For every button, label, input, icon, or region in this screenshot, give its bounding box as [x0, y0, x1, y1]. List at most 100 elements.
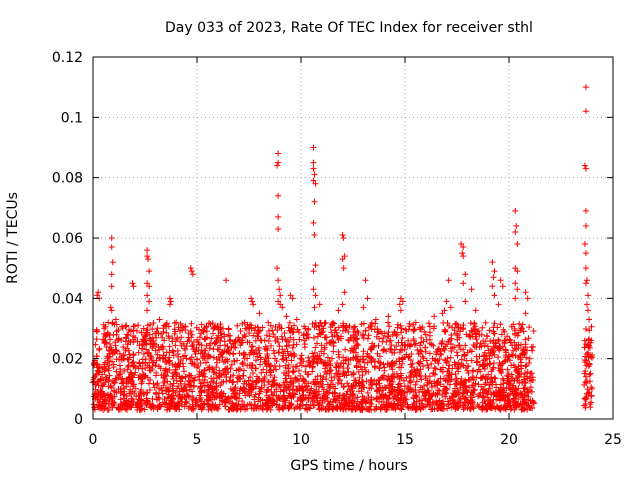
data-point — [411, 341, 418, 348]
data-point — [462, 271, 469, 278]
data-point — [504, 333, 511, 340]
data-point — [252, 357, 259, 364]
data-point — [515, 354, 522, 361]
data-point — [505, 373, 512, 380]
data-point — [240, 367, 247, 374]
data-point — [499, 283, 506, 290]
data-point — [342, 401, 348, 408]
data-point — [286, 327, 293, 334]
data-point — [364, 295, 371, 302]
data-point — [581, 162, 588, 169]
data-point — [164, 378, 171, 385]
data-point — [371, 363, 378, 370]
data-point — [344, 380, 351, 387]
data-point — [244, 355, 251, 362]
data-point — [120, 392, 127, 399]
data-point — [108, 235, 115, 241]
data-point — [189, 342, 196, 349]
data-point — [467, 320, 474, 327]
data-point — [315, 383, 322, 390]
data-point — [279, 336, 286, 343]
data-point — [459, 390, 466, 397]
data-point — [152, 362, 159, 369]
data-point — [193, 356, 200, 363]
data-point — [455, 368, 462, 375]
data-point — [487, 350, 494, 357]
data-point — [142, 356, 149, 363]
data-point — [495, 354, 502, 361]
data-point — [586, 336, 593, 343]
data-point — [391, 346, 398, 353]
data-point — [585, 354, 592, 361]
data-point — [376, 335, 383, 342]
data-point — [320, 374, 327, 381]
data-point — [166, 343, 173, 350]
data-point — [263, 389, 270, 396]
data-point — [293, 316, 300, 323]
data-point — [456, 342, 463, 349]
data-point — [499, 366, 506, 373]
x-tick-label: 10 — [292, 432, 310, 448]
data-point — [106, 372, 113, 379]
data-point — [120, 351, 127, 358]
data-point — [366, 406, 373, 413]
data-point — [235, 366, 242, 373]
data-point — [254, 333, 261, 340]
data-point — [109, 403, 116, 410]
data-point — [314, 397, 321, 404]
data-point — [231, 344, 238, 351]
data-point — [365, 324, 372, 331]
data-point — [441, 307, 448, 314]
data-point — [582, 341, 589, 348]
data-point — [476, 362, 483, 369]
data-point — [479, 374, 486, 381]
data-point — [290, 380, 297, 387]
data-point — [156, 395, 163, 402]
data-point — [510, 395, 517, 402]
data-point — [353, 379, 360, 386]
data-point — [102, 397, 109, 404]
data-point — [265, 378, 272, 385]
data-point — [515, 329, 522, 336]
y-axis-label: ROTI / TECUs — [5, 192, 21, 284]
data-point — [188, 320, 195, 327]
data-point — [251, 393, 258, 400]
data-point — [295, 367, 302, 374]
data-point — [350, 381, 357, 388]
data-point — [410, 327, 417, 334]
y-tick-label: 0.04 — [52, 291, 83, 307]
data-point — [146, 283, 153, 290]
data-point — [144, 374, 151, 381]
data-point — [584, 301, 590, 308]
data-point — [130, 333, 137, 340]
data-point — [345, 368, 352, 375]
data-point — [268, 388, 275, 395]
data-point — [143, 402, 150, 409]
data-point — [375, 377, 382, 384]
data-point — [495, 338, 502, 345]
data-point — [166, 301, 173, 308]
data-point — [277, 292, 284, 299]
data-point — [449, 365, 456, 372]
data-point — [585, 307, 592, 314]
data-point — [237, 376, 244, 383]
data-point — [459, 250, 466, 257]
data-point — [510, 361, 517, 368]
data-point — [414, 366, 421, 373]
data-point — [406, 323, 413, 330]
data-point — [445, 372, 452, 379]
data-point — [343, 324, 350, 331]
data-point — [311, 171, 318, 178]
data-point — [331, 389, 338, 396]
data-point — [360, 348, 367, 355]
data-point — [480, 363, 487, 370]
data-point — [130, 350, 137, 357]
data-point — [246, 362, 253, 369]
data-point — [507, 339, 514, 346]
data-point — [305, 396, 312, 403]
data-point — [514, 332, 521, 339]
data-point — [496, 360, 503, 367]
data-point — [358, 388, 365, 395]
data-point — [195, 339, 202, 346]
data-point — [265, 404, 272, 411]
